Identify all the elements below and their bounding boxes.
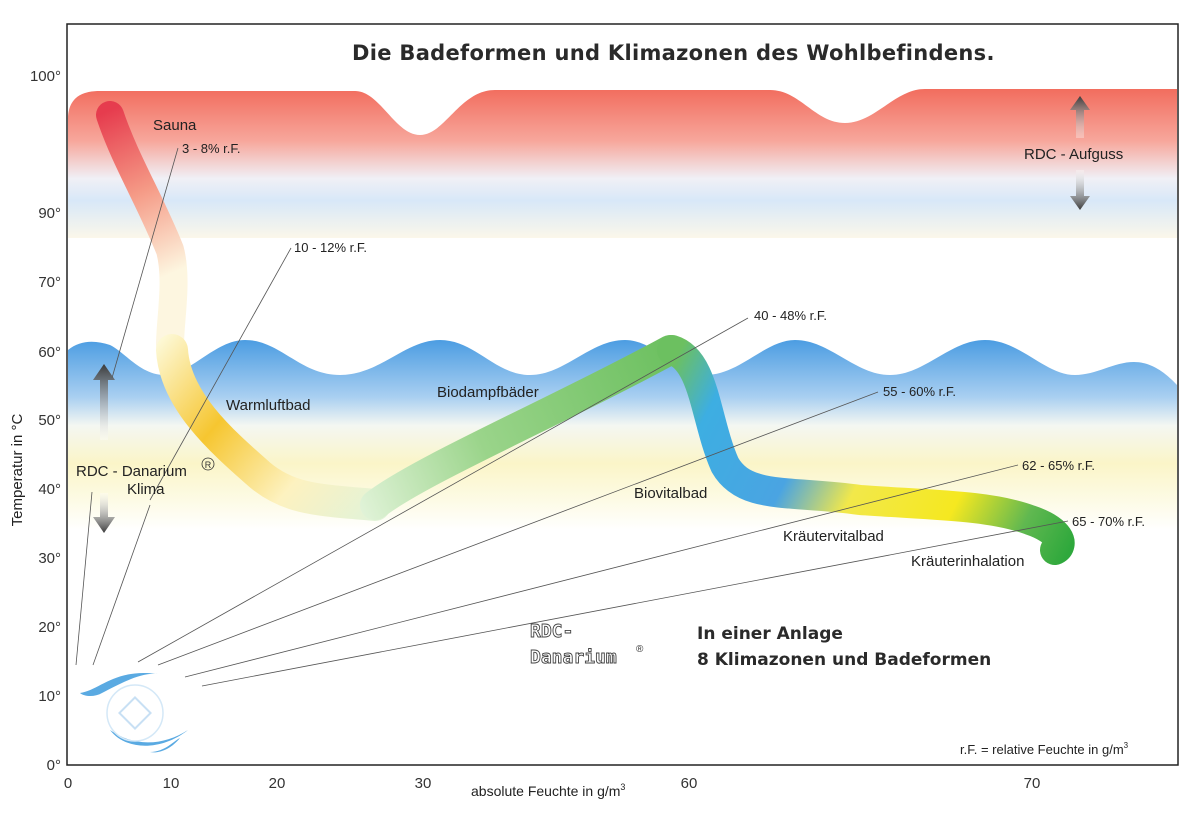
x-axis-ticks: 0 10 20 30 60 70	[64, 775, 1041, 792]
y-tick-label: 60°	[38, 344, 61, 361]
chart-title: Die Badeformen und Klimazonen des Wohlbe…	[352, 41, 995, 65]
warmluftbad-tube	[156, 334, 391, 521]
rf-label-3-8: 3 - 8% r.F.	[182, 141, 241, 156]
label-biodampfbaeder: Biodampfbäder	[437, 384, 539, 401]
leader-10-12-lower	[92, 504, 151, 666]
y-axis-ticks: 100° 90° 70° 60° 50° 40° 30° 20° 10° 0°	[30, 68, 61, 774]
biodampfbaeder-tube	[360, 335, 685, 520]
slogan-line-1: In einer Anlage	[697, 624, 843, 644]
rf-label-55-60: 55 - 60% r.F.	[883, 384, 956, 399]
x-tick-label: 30	[415, 775, 432, 792]
x-tick-label: 60	[681, 775, 698, 792]
x-tick-label: 0	[64, 775, 72, 792]
biovital-kraeuter-tube	[657, 335, 1075, 565]
y-tick-label: 50°	[38, 412, 61, 429]
y-tick-label: 10°	[38, 688, 61, 705]
leader-40-48	[137, 317, 749, 663]
x-tick-label: 70	[1024, 775, 1041, 792]
aufguss-label: RDC - Aufguss	[1024, 146, 1123, 163]
rf-label-40-48: 40 - 48% r.F.	[754, 308, 827, 323]
aufguss-zone-band	[68, 89, 1177, 238]
leader-65-70	[201, 520, 1069, 687]
danarium-label-text: RDC - Danarium	[76, 463, 187, 480]
legend-note-sup: 3	[1124, 741, 1129, 750]
label-biovitalbad: Biovitalbad	[634, 485, 707, 502]
legend-note: r.F. = relative Feuchte in g/m3	[960, 741, 1129, 757]
x-tick-label: 10	[163, 775, 180, 792]
y-tick-label: 40°	[38, 481, 61, 498]
danarium-label-klima: Klima	[127, 481, 165, 498]
brand-line-1: RDC-	[530, 621, 573, 642]
aufguss-arrow-icon	[1070, 96, 1090, 210]
label-warmluftbad: Warmluftbad	[226, 397, 310, 414]
danarium-reg: R	[205, 460, 212, 470]
rdc-logo-icon	[80, 672, 188, 753]
danarium-zone-band	[68, 340, 1177, 530]
danarium-label: RDC - Danarium	[76, 463, 187, 480]
y-tick-label: 70°	[38, 274, 61, 291]
leader-3-8-lower	[75, 491, 93, 666]
brand-reg: ®	[636, 644, 644, 655]
leader-10-12	[149, 247, 292, 501]
legend-note-text: r.F. = relative Feuchte in g/m	[960, 742, 1124, 757]
rf-leader-lines	[75, 147, 1069, 687]
x-axis-label: absolute Feuchte in g/m3	[471, 782, 625, 799]
y-tick-label: 20°	[38, 619, 61, 636]
x-axis-label-sup: 3	[620, 782, 625, 792]
sauna-tube	[96, 101, 188, 359]
registered-mark-icon: R	[201, 457, 215, 471]
leader-3-8	[111, 147, 179, 379]
slogan-line-2: 8 Klimazonen und Badeformen	[697, 650, 991, 670]
y-tick-label: 30°	[38, 550, 61, 567]
plot-frame	[66, 23, 1179, 766]
leader-62-65	[184, 464, 1019, 678]
y-axis-label: Temperatur in °C	[9, 413, 26, 526]
y-tick-label: 0°	[47, 757, 61, 774]
rf-label-65-70: 65 - 70% r.F.	[1072, 514, 1145, 529]
leader-55-60	[157, 391, 879, 666]
x-tick-label: 20	[269, 775, 286, 792]
label-kraeuterinhalation: Kräuterinhalation	[911, 553, 1024, 570]
x-axis-label-text: absolute Feuchte in g/m	[471, 783, 620, 799]
rf-label-62-65: 62 - 65% r.F.	[1022, 458, 1095, 473]
rf-label-10-12: 10 - 12% r.F.	[294, 240, 367, 255]
label-kraeutervitalbad: Kräutervitalbad	[783, 528, 884, 545]
y-tick-label: 90°	[38, 205, 61, 222]
danarium-arrow-icon	[93, 364, 115, 533]
brand-line-2: Danarium	[530, 647, 617, 668]
y-tick-label: 100°	[30, 68, 61, 85]
label-sauna: Sauna	[153, 117, 197, 134]
